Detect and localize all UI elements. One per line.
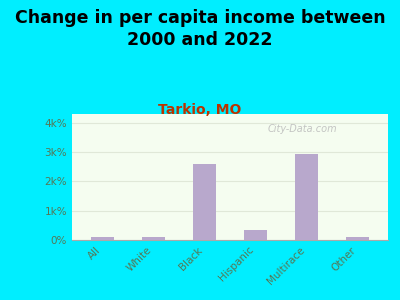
Text: Tarkio, MO: Tarkio, MO: [158, 103, 242, 118]
Bar: [91, 237, 114, 240]
Bar: [142, 237, 165, 240]
Text: City-Data.com: City-Data.com: [268, 124, 338, 134]
Bar: [244, 230, 267, 240]
Bar: [295, 154, 318, 240]
Text: Change in per capita income between
2000 and 2022: Change in per capita income between 2000…: [15, 9, 385, 49]
Bar: [346, 237, 369, 240]
Bar: [193, 164, 216, 240]
